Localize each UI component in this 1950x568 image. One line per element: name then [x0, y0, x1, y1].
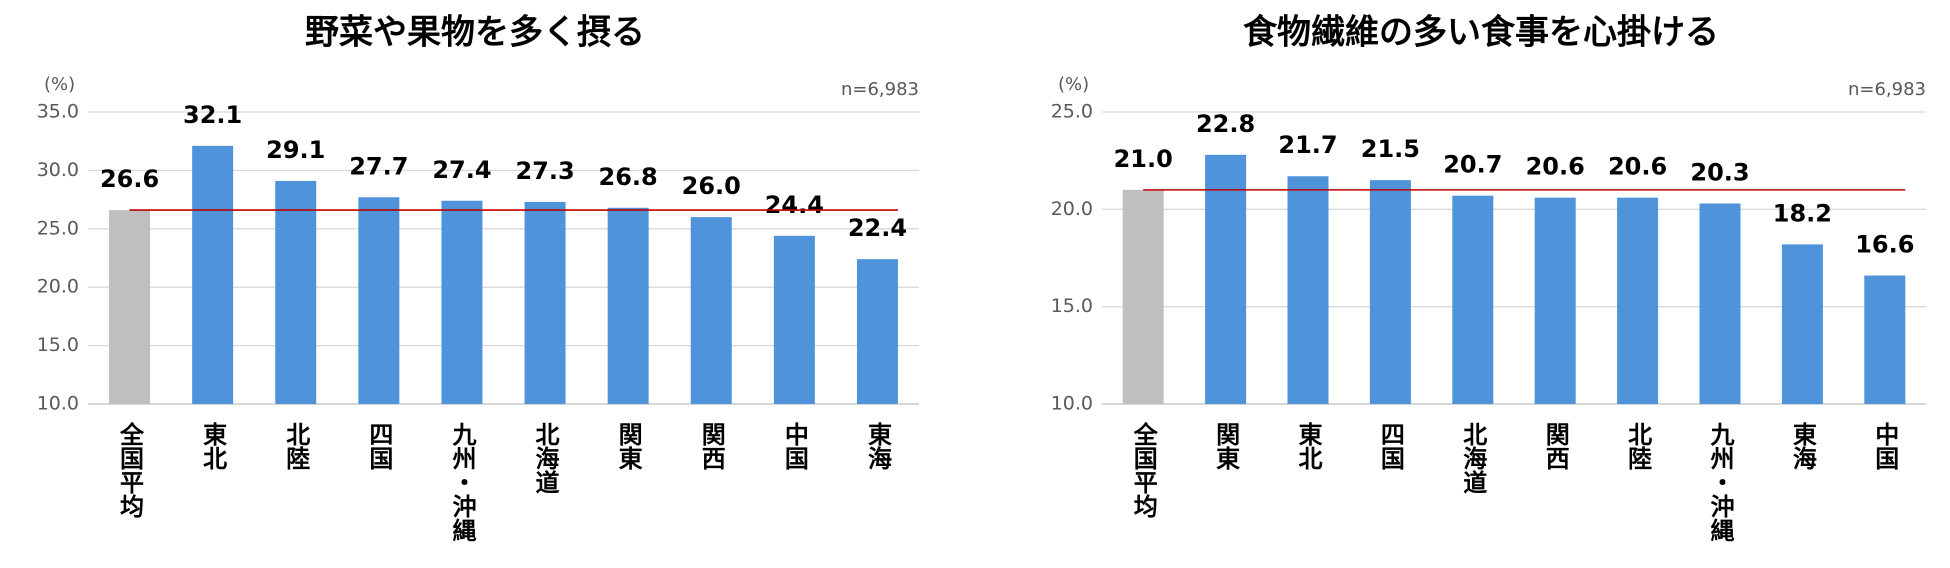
- sample-note: n=6,983: [1848, 79, 1926, 100]
- bar: [109, 210, 151, 404]
- value-label: 26.0: [682, 172, 741, 200]
- value-label: 22.4: [848, 214, 907, 242]
- bar: [856, 259, 898, 404]
- value-label: 22.8: [1196, 110, 1255, 138]
- x-tick-label: 北海道: [531, 422, 559, 494]
- value-label: 20.6: [1608, 153, 1667, 181]
- x-tick-label: 四国: [1376, 422, 1404, 470]
- bar: [358, 197, 400, 404]
- value-label: 27.4: [432, 156, 491, 184]
- x-tick-label: 九州・沖縄: [448, 422, 477, 542]
- bar: [1617, 197, 1659, 404]
- value-label: 21.0: [1114, 145, 1173, 173]
- value-label: 32.1: [183, 101, 242, 129]
- value-label: 26.8: [599, 163, 658, 191]
- y-tick-label: 25.0: [37, 217, 79, 239]
- y-tick-label: 20.0: [37, 276, 79, 298]
- x-tick-label: 関東: [1212, 422, 1240, 470]
- bar: [690, 217, 732, 404]
- value-label: 26.6: [100, 165, 159, 193]
- x-tick-label: 全国平均: [116, 421, 145, 519]
- x-tick-label: 東北: [199, 422, 227, 470]
- value-label: 27.3: [515, 157, 574, 185]
- x-tick-label: 東海: [863, 422, 891, 470]
- x-tick-label: 北陸: [282, 422, 310, 470]
- bar: [607, 207, 649, 404]
- x-tick-label: 関西: [1541, 422, 1569, 470]
- bar: [1122, 189, 1164, 404]
- x-tick-label: 関西: [697, 422, 725, 470]
- unit-label: (%): [44, 74, 75, 95]
- bar: [441, 200, 483, 404]
- y-tick-label: 20.0: [1051, 198, 1093, 220]
- x-tick-label: 四国: [365, 422, 393, 470]
- value-label: 29.1: [266, 136, 325, 164]
- bar: [1452, 195, 1494, 404]
- value-label: 27.7: [349, 152, 408, 180]
- y-tick-label: 15.0: [37, 334, 79, 356]
- value-label: 16.6: [1855, 231, 1914, 259]
- bar: [192, 145, 234, 404]
- x-tick-label: 東北: [1294, 422, 1322, 470]
- bar: [1864, 275, 1906, 404]
- y-tick-label: 25.0: [1051, 101, 1093, 123]
- value-label: 20.7: [1443, 151, 1502, 179]
- bar: [1699, 203, 1741, 404]
- y-tick-label: 10.0: [37, 393, 79, 415]
- value-label: 21.7: [1278, 131, 1337, 159]
- value-label: 18.2: [1773, 199, 1832, 227]
- bar: [1205, 154, 1247, 404]
- x-tick-label: 九州・沖縄: [1706, 422, 1735, 542]
- bar: [1534, 197, 1576, 404]
- x-tick-label: 北陸: [1624, 422, 1652, 470]
- sample-note: n=6,983: [841, 79, 919, 100]
- value-label: 20.3: [1690, 158, 1749, 186]
- y-tick-label: 10.0: [1051, 393, 1093, 415]
- bar: [275, 180, 317, 404]
- x-tick-label: 関東: [614, 422, 642, 470]
- bar: [1781, 244, 1823, 404]
- unit-label: (%): [1058, 74, 1089, 95]
- chart-title: 食物繊維の多い食事を心掛ける: [1243, 13, 1719, 53]
- bar: [1287, 176, 1329, 404]
- bar: [524, 201, 566, 404]
- y-tick-label: 30.0: [37, 159, 79, 181]
- bar: [773, 235, 815, 404]
- x-tick-label: 中国: [780, 422, 808, 470]
- y-tick-label: 35.0: [37, 101, 79, 123]
- y-tick-label: 15.0: [1051, 295, 1093, 317]
- value-label: 24.4: [765, 191, 824, 219]
- chart-title: 野菜や果物を多く摂る: [305, 13, 645, 53]
- x-tick-label: 北海道: [1459, 422, 1487, 494]
- value-label: 21.5: [1361, 135, 1420, 163]
- value-label: 20.6: [1526, 153, 1585, 181]
- bar: [1369, 180, 1411, 404]
- x-tick-label: 全国平均: [1129, 421, 1158, 519]
- x-tick-label: 東海: [1788, 422, 1816, 470]
- x-tick-label: 中国: [1871, 422, 1899, 470]
